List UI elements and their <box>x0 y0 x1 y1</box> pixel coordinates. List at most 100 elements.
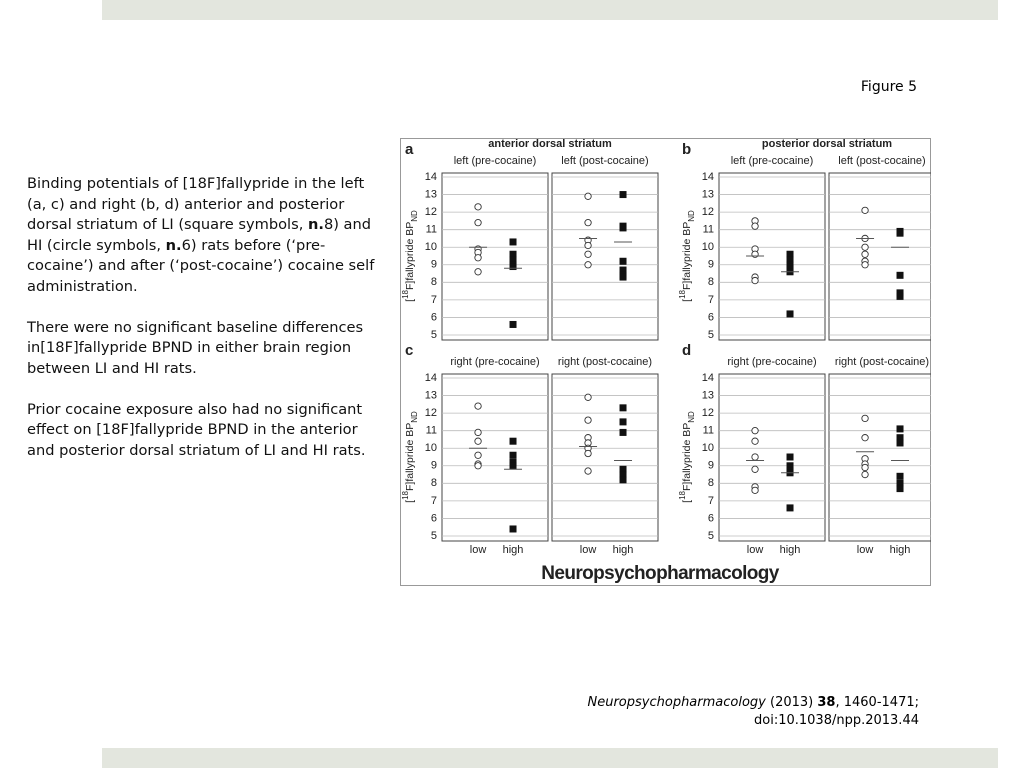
y-tick-label: 6 <box>708 311 714 323</box>
y-axis-label: [18F]fallypride BPND <box>678 411 696 503</box>
subplot-title: left (post-cocaine) <box>838 155 925 167</box>
subplot-title: left (pre-cocaine) <box>454 155 537 167</box>
y-tick-label: 5 <box>708 530 714 542</box>
y-tick-label: 5 <box>431 329 437 341</box>
panel-title: posterior dorsal striatum <box>762 138 892 150</box>
panel-letter: d <box>682 342 691 359</box>
x-tick-label: low <box>857 544 874 556</box>
y-axis-label: [18F]fallypride BPND <box>401 411 419 503</box>
y-tick-label: 8 <box>708 276 714 288</box>
x-tick-label: low <box>747 544 764 556</box>
y-tick-label: 10 <box>702 241 714 253</box>
high-point <box>619 404 627 412</box>
high-point <box>619 471 627 479</box>
high-point <box>896 229 904 237</box>
y-label-part: [ <box>681 299 693 302</box>
high-point <box>619 418 627 426</box>
high-point <box>786 462 794 470</box>
high-point <box>619 428 627 436</box>
x-tick-label: high <box>890 544 911 556</box>
high-point <box>896 271 904 279</box>
y-tick-label: 9 <box>708 460 714 472</box>
y-tick-label: 5 <box>431 530 437 542</box>
y-tick-label: 8 <box>431 276 437 288</box>
low-point <box>584 192 592 200</box>
low-point <box>474 268 482 276</box>
low-point <box>584 416 592 424</box>
y-axis-label: [18F]fallypride BPND <box>678 210 696 302</box>
y-tick-label: 6 <box>431 311 437 323</box>
y-tick-label: 10 <box>425 241 437 253</box>
y-label-part: F]fallypride BP <box>404 222 416 290</box>
high-point <box>786 310 794 318</box>
y-label-part: ND <box>687 411 696 423</box>
high-point <box>619 257 627 265</box>
y-tick-label: 12 <box>702 407 714 419</box>
high-point <box>786 250 794 258</box>
high-point <box>619 224 627 232</box>
low-point <box>751 465 759 473</box>
figure: Neuropsychopharmacology a anterior dorsal… <box>400 138 931 586</box>
y-tick-label: 14 <box>702 372 714 384</box>
high-point <box>896 485 904 493</box>
subplot-frame <box>441 373 549 542</box>
high-point <box>619 476 627 484</box>
subplot-title: right (post-cocaine) <box>558 356 652 368</box>
high-point <box>509 437 517 445</box>
y-tick-label: 6 <box>708 512 714 524</box>
high-point <box>509 320 517 328</box>
figure-frame <box>400 138 931 586</box>
x-tick-label: high <box>503 544 524 556</box>
panel-title: anterior dorsal striatum <box>488 138 612 150</box>
y-tick-label: 6 <box>431 512 437 524</box>
y-label-part: 18 <box>678 289 687 298</box>
y-tick-label: 9 <box>431 460 437 472</box>
y-tick-label: 13 <box>702 389 714 401</box>
subplot-frame <box>441 172 549 341</box>
journal: Neuropsychopharmacology <box>587 695 766 710</box>
low-point <box>861 463 869 472</box>
high-point <box>509 451 517 459</box>
high-point <box>509 462 517 470</box>
top-bar <box>102 0 998 20</box>
y-tick-label: 13 <box>702 188 714 200</box>
y-tick-label: 8 <box>708 477 714 489</box>
low-point <box>861 243 869 251</box>
low-point <box>474 437 482 445</box>
paragraph: Prior cocaine exposure also had no signi… <box>27 400 377 462</box>
high-point <box>896 434 904 442</box>
high-point <box>786 261 794 269</box>
text-segment: There were no significant baseline diffe… <box>27 318 364 377</box>
subplot-title: right (pre-cocaine) <box>727 356 816 368</box>
y-label-part: 18 <box>678 490 687 499</box>
low-point <box>861 414 869 423</box>
high-point <box>509 525 517 533</box>
x-tick-label: low <box>470 544 487 556</box>
high-point <box>509 256 517 264</box>
y-tick-label: 11 <box>426 425 437 437</box>
x-tick-label: high <box>613 544 634 556</box>
paragraph: There were no significant baseline diffe… <box>27 318 377 380</box>
citation-line: Neuropsychopharmacology (2013) 38, 1460-… <box>588 694 920 712</box>
high-point <box>619 266 627 274</box>
y-tick-label: 12 <box>425 206 437 218</box>
high-point <box>786 453 794 461</box>
y-tick-label: 9 <box>708 259 714 271</box>
high-point <box>896 439 904 447</box>
y-tick-label: 13 <box>425 389 437 401</box>
y-label-part: 18 <box>401 490 410 499</box>
y-label-part: 18 <box>401 289 410 298</box>
high-point <box>619 465 627 473</box>
y-tick-label: 8 <box>431 477 437 489</box>
high-point <box>509 250 517 258</box>
high-point <box>896 289 904 297</box>
y-tick-label: 9 <box>431 259 437 271</box>
caption: Binding potentials of [18F]fallypride in… <box>27 174 377 482</box>
low-point <box>861 250 869 258</box>
subplot-title: right (post-cocaine) <box>835 356 929 368</box>
y-tick-label: 14 <box>702 171 714 183</box>
y-tick-label: 7 <box>708 495 714 507</box>
low-point <box>474 218 482 227</box>
figure-label: Figure 5 <box>860 79 917 95</box>
